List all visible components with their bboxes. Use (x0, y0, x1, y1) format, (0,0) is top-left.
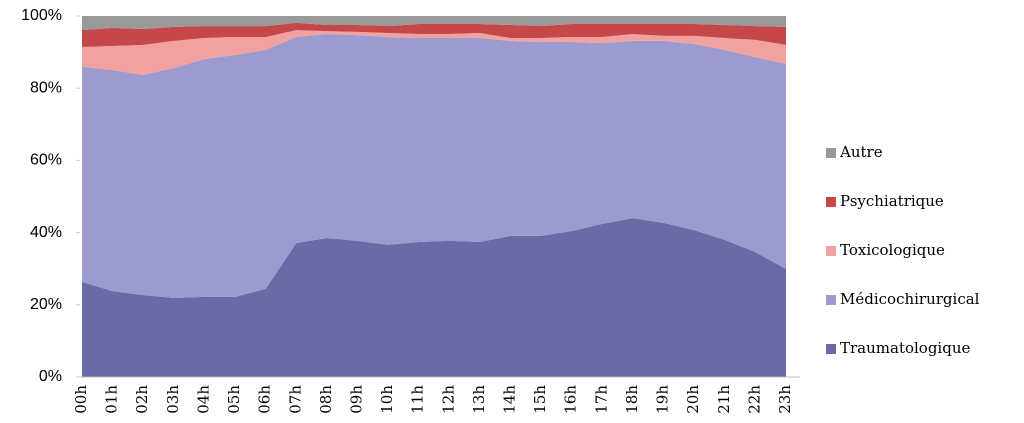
x-tick-label: 01h (103, 385, 121, 414)
y-tick-label: 100% (21, 7, 62, 24)
x-tick-label: 21h (715, 385, 733, 414)
legend-label: Toxicologique (840, 241, 945, 259)
legend-swatch (826, 344, 836, 354)
area (82, 22, 786, 48)
x-tick-label: 04h (194, 385, 212, 414)
x-tick-label: 02h (133, 385, 151, 414)
x-tick-label: 20h (684, 385, 702, 414)
y-tick-label: 60% (30, 152, 62, 169)
y-tick-label: 80% (30, 79, 62, 96)
x-tick-label: 14h (501, 385, 519, 414)
legend-label: Psychiatrique (840, 192, 944, 210)
x-tick-label: 19h (654, 385, 672, 414)
x-tick-label: 16h (562, 385, 580, 414)
x-tick-label: 03h (164, 385, 182, 414)
x-tick-label: 10h (378, 385, 396, 414)
y-tick-label: 0% (39, 368, 62, 385)
area (82, 218, 786, 377)
legend-swatch (826, 148, 836, 158)
x-tick-label: 07h (286, 385, 304, 414)
x-tick-label: 00h (72, 385, 90, 414)
x-tick-label: 11h (409, 385, 427, 414)
x-tick-label: 12h (439, 385, 457, 414)
x-tick-label: 08h (317, 385, 335, 414)
legend-label: Autre (839, 143, 883, 161)
legend-label: Médicochirurgical (840, 290, 980, 308)
x-tick-label: 06h (256, 385, 274, 414)
x-tick-label: 15h (531, 385, 549, 414)
x-tick-label: 22h (745, 385, 763, 414)
y-tick-label: 20% (30, 296, 62, 313)
x-tick-label: 09h (347, 385, 365, 414)
area (82, 30, 786, 75)
x-tick-label: 05h (225, 385, 243, 414)
area (82, 16, 786, 31)
legend-swatch (826, 295, 836, 305)
x-tick-label: 17h (592, 385, 610, 414)
y-tick-label: 40% (30, 224, 62, 241)
x-tick-label: 13h (470, 385, 488, 414)
legend-swatch (826, 197, 836, 207)
legend-label: Traumatologique (840, 339, 970, 357)
x-tick-label: 23h (776, 385, 794, 414)
x-tick-label: 18h (623, 385, 641, 414)
legend-swatch (826, 246, 836, 256)
area (82, 34, 786, 298)
